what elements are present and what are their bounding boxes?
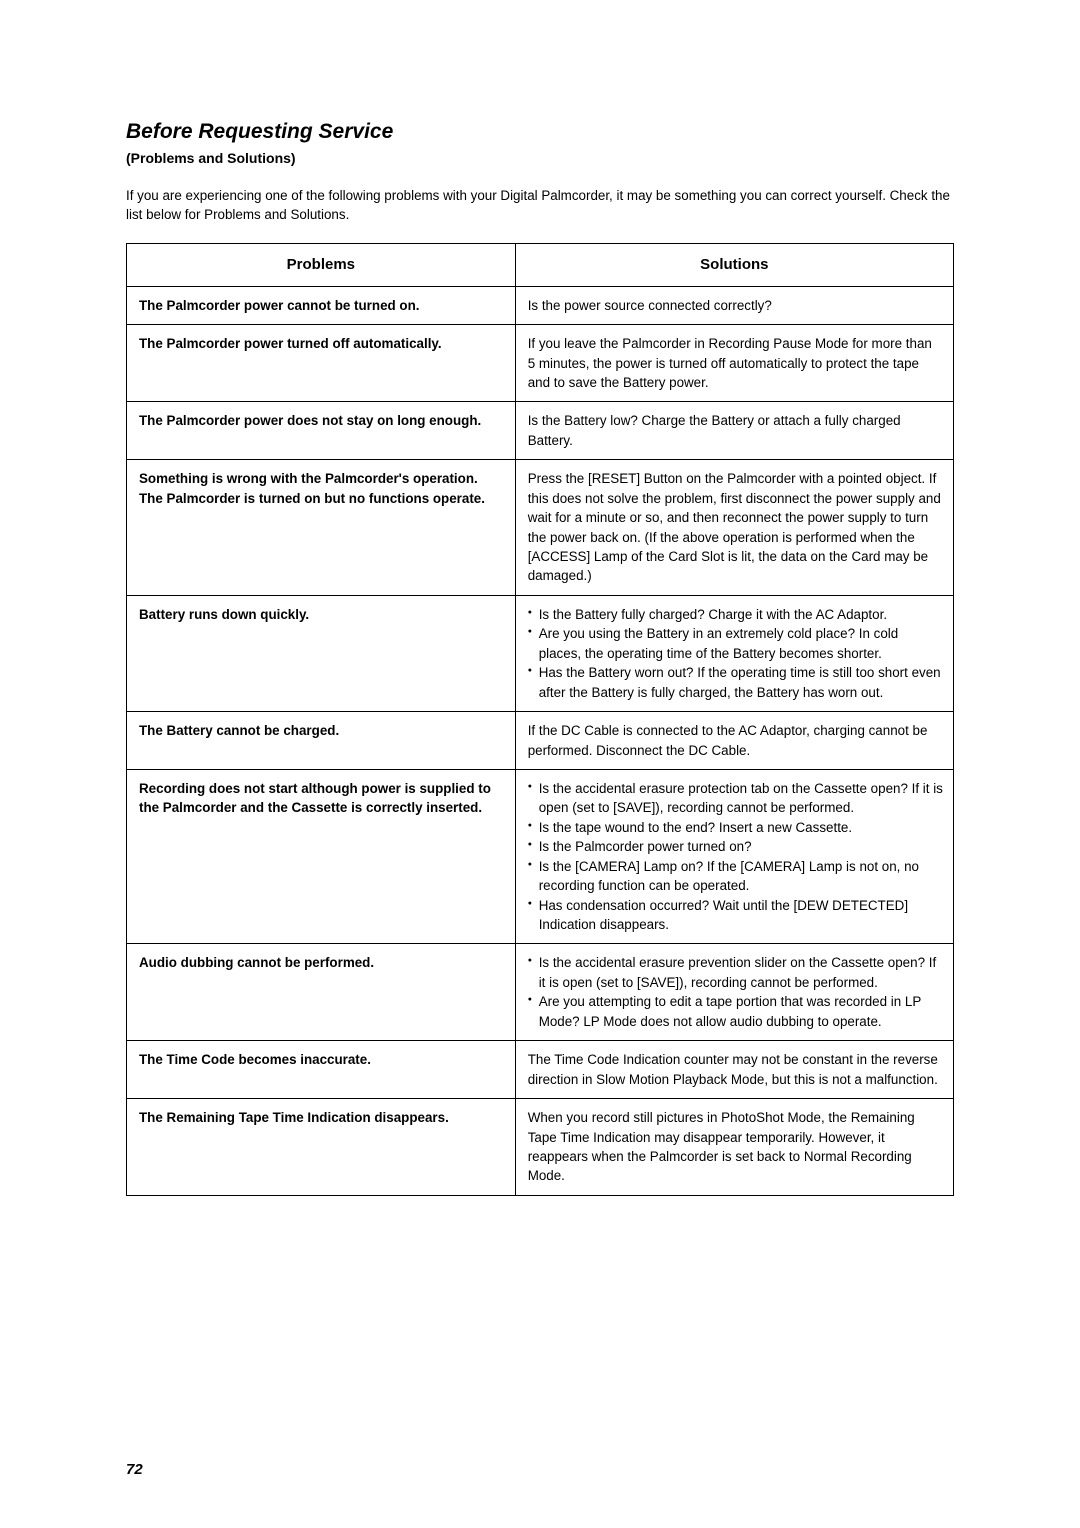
solution-bullet-item: Is the accidental erasure prevention sli… <box>528 953 943 992</box>
solution-cell: Is the power source connected correctly? <box>515 286 953 324</box>
solution-bullet-item: Has condensation occurred? Wait until th… <box>528 896 943 935</box>
problem-cell: The Palmcorder power cannot be turned on… <box>127 286 516 324</box>
problem-cell: Battery runs down quickly. <box>127 595 516 711</box>
page-subtitle: (Problems and Solutions) <box>126 150 954 166</box>
solution-bullet-item: Is the Palmcorder power turned on? <box>528 837 943 856</box>
solution-bullet-item: Is the Battery fully charged? Charge it … <box>528 605 943 624</box>
solution-cell: Press the [RESET] Button on the Palmcord… <box>515 460 953 596</box>
header-solutions: Solutions <box>515 243 953 286</box>
table-row: The Time Code becomes inaccurate.The Tim… <box>127 1041 954 1099</box>
solution-bullet-item: Are you using the Battery in an extremel… <box>528 624 943 663</box>
solution-cell: Is the accidental erasure protection tab… <box>515 769 953 944</box>
table-row: The Remaining Tape Time Indication disap… <box>127 1099 954 1196</box>
table-row: Recording does not start although power … <box>127 769 954 944</box>
solution-cell: Is the Battery fully charged? Charge it … <box>515 595 953 711</box>
solution-cell: Is the Battery low? Charge the Battery o… <box>515 402 953 460</box>
page-title: Before Requesting Service <box>126 120 954 144</box>
solution-cell: The Time Code Indication counter may not… <box>515 1041 953 1099</box>
intro-paragraph: If you are experiencing one of the follo… <box>126 186 954 225</box>
table-row: The Palmcorder power cannot be turned on… <box>127 286 954 324</box>
problem-cell: The Palmcorder power does not stay on lo… <box>127 402 516 460</box>
solution-bullet-item: Is the accidental erasure protection tab… <box>528 779 943 818</box>
solution-bullet-list: Is the Battery fully charged? Charge it … <box>528 605 943 702</box>
solution-cell: If the DC Cable is connected to the AC A… <box>515 712 953 770</box>
problem-cell: The Time Code becomes inaccurate. <box>127 1041 516 1099</box>
table-row: Audio dubbing cannot be performed. Is the… <box>127 944 954 1041</box>
solution-bullet-item: Is the tape wound to the end? Insert a n… <box>528 818 943 837</box>
solution-cell: If you leave the Palmcorder in Recording… <box>515 325 953 402</box>
problem-cell: Recording does not start although power … <box>127 769 516 944</box>
troubleshooting-table: Problems Solutions The Palmcorder power … <box>126 243 954 1196</box>
table-row: Something is wrong with the Palmcorder's… <box>127 460 954 596</box>
problem-cell: Something is wrong with the Palmcorder's… <box>127 460 516 596</box>
solution-bullet-item: Are you attempting to edit a tape portio… <box>528 992 943 1031</box>
solution-cell: Is the accidental erasure prevention sli… <box>515 944 953 1041</box>
problem-cell: The Palmcorder power turned off automati… <box>127 325 516 402</box>
header-problems: Problems <box>127 243 516 286</box>
problem-cell: The Battery cannot be charged. <box>127 712 516 770</box>
solution-bullet-item: Is the [CAMERA] Lamp on? If the [CAMERA]… <box>528 857 943 896</box>
table-row: The Palmcorder power turned off automati… <box>127 325 954 402</box>
problem-cell: Audio dubbing cannot be performed. <box>127 944 516 1041</box>
table-row: Battery runs down quickly. Is the Battery… <box>127 595 954 711</box>
solution-bullet-list: Is the accidental erasure prevention sli… <box>528 953 943 1031</box>
problem-cell: The Remaining Tape Time Indication disap… <box>127 1099 516 1196</box>
table-row: The Palmcorder power does not stay on lo… <box>127 402 954 460</box>
solution-bullet-list: Is the accidental erasure protection tab… <box>528 779 943 935</box>
table-row: The Battery cannot be charged.If the DC … <box>127 712 954 770</box>
page-number: 72 <box>126 1461 143 1478</box>
solution-bullet-item: Has the Battery worn out? If the operati… <box>528 663 943 702</box>
solution-cell: When you record still pictures in PhotoS… <box>515 1099 953 1196</box>
